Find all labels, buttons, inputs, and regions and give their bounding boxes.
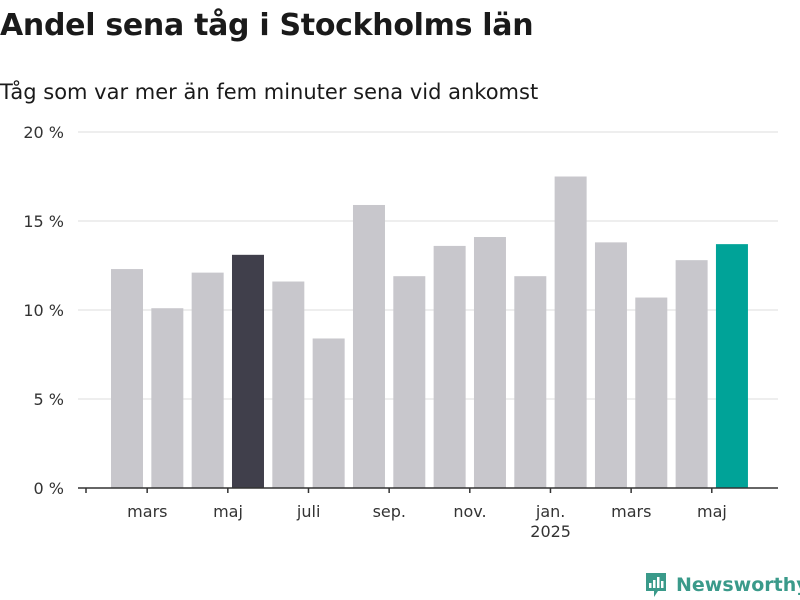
y-tick-label: 10 % bbox=[23, 301, 64, 320]
bar bbox=[635, 297, 668, 488]
x-tick-label: mars bbox=[611, 502, 651, 521]
bar bbox=[473, 237, 506, 488]
bar bbox=[352, 204, 385, 489]
x-tick-label: maj bbox=[213, 502, 243, 521]
bar bbox=[272, 281, 305, 488]
x-tick-label: juli bbox=[296, 502, 320, 521]
x-tick-sublabel: 2025 bbox=[530, 522, 571, 541]
x-tick-label: maj bbox=[697, 502, 727, 521]
bar bbox=[111, 269, 143, 488]
brand-logo: Newsworthy bbox=[644, 570, 800, 600]
bar bbox=[675, 260, 708, 488]
y-tick-label: 5 % bbox=[34, 390, 64, 409]
y-tick-label: 15 % bbox=[23, 212, 64, 231]
x-tick-label: sep. bbox=[373, 502, 406, 521]
bar bbox=[393, 276, 426, 488]
bar bbox=[191, 272, 224, 488]
bar bbox=[715, 244, 748, 488]
y-tick-label: 0 % bbox=[34, 479, 64, 498]
bar bbox=[312, 338, 345, 488]
y-tick-label: 20 % bbox=[23, 123, 64, 142]
bar bbox=[231, 254, 264, 488]
bar bbox=[514, 276, 547, 488]
brand-name: Newsworthy bbox=[676, 574, 800, 596]
newsworthy-logo-icon bbox=[646, 573, 666, 597]
chart-title: Andel sena tåg i Stockholms län bbox=[0, 8, 534, 43]
x-tick-label: mars bbox=[127, 502, 167, 521]
x-tick-label: nov. bbox=[453, 502, 486, 521]
bar bbox=[594, 242, 627, 488]
chart-subtitle: Tåg som var mer än fem minuter sena vid … bbox=[0, 80, 539, 104]
bar bbox=[433, 245, 466, 488]
bar bbox=[151, 308, 184, 488]
bar bbox=[554, 176, 587, 488]
x-tick-label: jan. bbox=[535, 502, 565, 521]
